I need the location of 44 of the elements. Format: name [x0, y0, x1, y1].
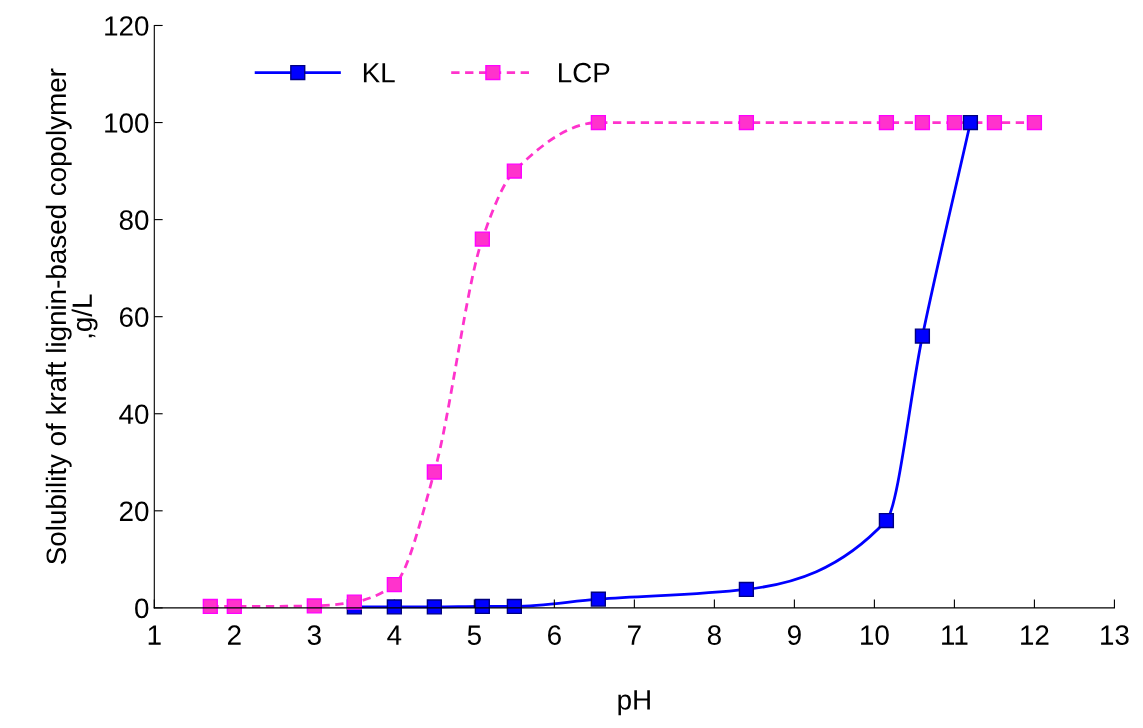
point: [386, 599, 402, 615]
point: [738, 114, 755, 131]
legend-label: LCP: [559, 62, 610, 83]
y-tick-label: 60: [119, 307, 149, 328]
point: [738, 581, 755, 598]
point: [306, 598, 322, 614]
point: [946, 114, 963, 131]
y-tick-label: 100: [105, 113, 149, 133]
y-tick-label: 80: [119, 210, 149, 230]
y-tick-label: 120: [105, 16, 149, 36]
point: [386, 576, 402, 593]
y-tick-label: 40: [119, 404, 149, 425]
x-tick-label: 12: [1021, 625, 1049, 645]
point: [878, 512, 895, 529]
x-tick-label: 8: [707, 625, 721, 645]
point: [590, 114, 607, 131]
y-axis-title: Solubility of kraft lignin-based copolymer ,g/L: [45, 68, 98, 564]
point: [346, 594, 362, 610]
point: [878, 114, 895, 131]
x-tick-label: 4: [387, 625, 402, 645]
x-tick-label: 6: [548, 625, 561, 645]
x-tick-label: 11: [942, 625, 968, 645]
point: [506, 163, 522, 179]
x-tick-label: 1: [148, 625, 161, 645]
point: [962, 114, 979, 131]
y-tick-label: 0: [135, 598, 149, 619]
x-tick-label: 3: [307, 625, 321, 645]
point: [426, 464, 442, 480]
point: [426, 599, 442, 615]
x-tick-label: 10: [861, 625, 889, 645]
y-tick-label: 20: [119, 501, 149, 522]
x-tick-label: 9: [787, 625, 801, 645]
point: [914, 328, 931, 344]
x-tick-label: 7: [628, 625, 641, 645]
x-tick-label: 13: [1101, 625, 1129, 645]
point: [590, 591, 607, 607]
legend-label: KL: [363, 63, 395, 83]
point: [474, 231, 490, 247]
point: [914, 114, 931, 131]
x-tick-label: 2: [227, 625, 241, 645]
x-axis-title: pH: [618, 690, 650, 716]
point: [1026, 114, 1043, 131]
x-tick-label: 5: [467, 625, 481, 645]
point: [986, 114, 1003, 131]
